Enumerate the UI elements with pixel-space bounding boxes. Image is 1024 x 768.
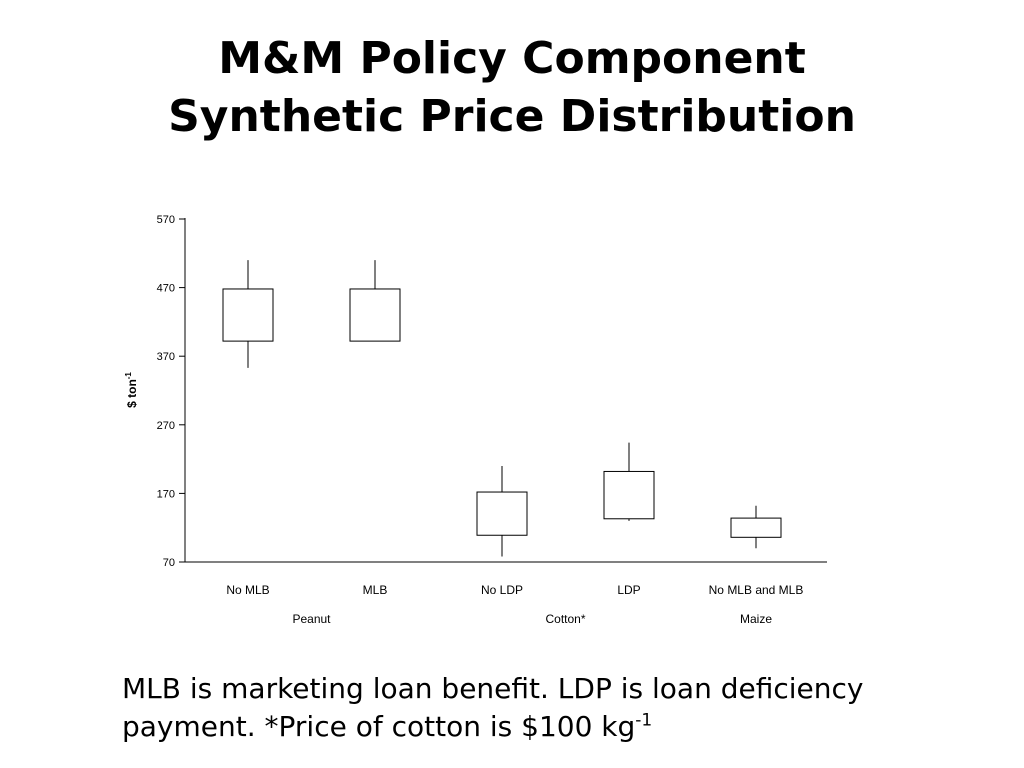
box-rect-mlb (349, 288, 401, 342)
category-label-no-mlb: No MLB (226, 583, 269, 597)
y-tick-label-470: 470 (157, 283, 175, 295)
y-ticks: 570 470 370 270 170 70 (157, 214, 185, 569)
boxes (222, 260, 782, 557)
y-axis-label-superscript: -1 (124, 372, 133, 380)
caption-superscript: -1 (635, 710, 653, 731)
y-tick-label-170: 170 (157, 488, 175, 500)
box-rect-no-mlb-and-mlb (730, 517, 782, 538)
caption: MLB is marketing loan benefit. LDP is lo… (122, 670, 942, 746)
category-label-no-mlb-and-mlb: No MLB and MLB (709, 583, 804, 597)
category-label-ldp: LDP (617, 583, 640, 597)
y-tick-label-570: 570 (157, 214, 175, 226)
y-tick-label-370: 370 (157, 351, 175, 363)
box-no-ldp (476, 465, 528, 557)
group-label-maize: Maize (740, 612, 772, 626)
y-axis-label: $ ton-1 (124, 372, 139, 408)
box-rect-no-ldp (476, 491, 528, 536)
box-rect-no-mlb (222, 288, 274, 342)
y-axis-label-text: $ ton (125, 379, 139, 408)
group-labels: Peanut Cotton* Maize (292, 612, 772, 626)
box-rect-ldp (603, 470, 655, 520)
category-label-no-ldp: No LDP (481, 583, 523, 597)
category-labels: No MLB MLB No LDP LDP No MLB and MLB (226, 583, 803, 597)
box-no-mlb (222, 260, 274, 368)
y-tick-label-270: 270 (157, 420, 175, 432)
group-label-peanut: Peanut (292, 612, 331, 626)
slide-title-line-2: Synthetic Price Distribution (168, 91, 856, 142)
box-no-mlb-and-mlb (730, 505, 782, 549)
box-mlb (349, 260, 401, 342)
slide-title-line-1: M&M Policy Component (218, 33, 806, 84)
box-ldp (603, 442, 655, 521)
price-distribution-chart: 570 470 370 270 170 70 $ ton-1 No MLB MLB No LD… (124, 214, 827, 626)
slide-title: M&M Policy Component Synthetic Price Dis… (0, 30, 1024, 146)
caption-text: MLB is marketing loan benefit. LDP is lo… (122, 672, 864, 743)
group-label-cotton: Cotton* (545, 612, 585, 626)
category-label-mlb: MLB (363, 583, 388, 597)
y-tick-label-70: 70 (163, 557, 175, 569)
